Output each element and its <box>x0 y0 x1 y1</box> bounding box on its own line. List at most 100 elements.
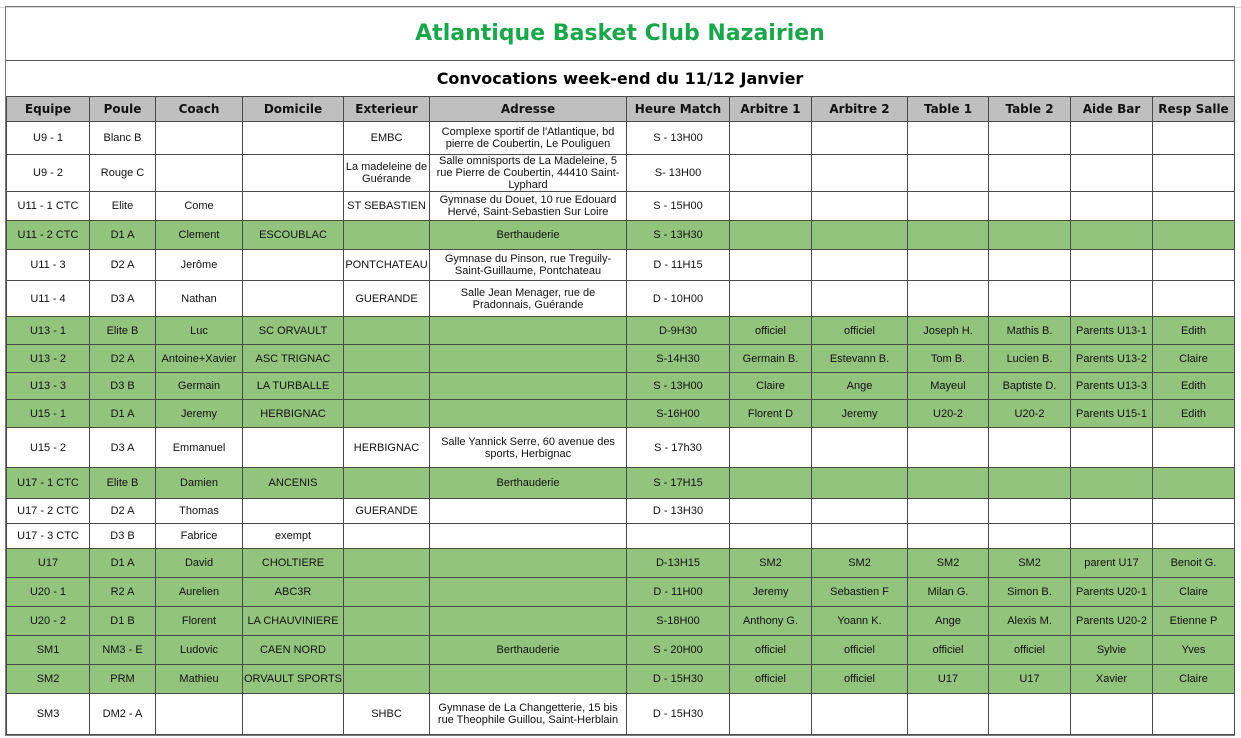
cell-coach[interactable]: Ludovic <box>155 635 243 665</box>
cell-resp-salle[interactable] <box>1152 467 1235 499</box>
cell-exterieur[interactable] <box>343 577 430 607</box>
cell-exterieur[interactable] <box>343 344 430 373</box>
cell-equipe[interactable]: U13 - 1 <box>6 316 90 345</box>
cell-equipe[interactable]: U20 - 1 <box>6 577 90 607</box>
cell-table-1[interactable] <box>907 121 989 155</box>
column-header-adresse[interactable]: Adresse <box>429 96 627 122</box>
cell-poule[interactable]: D2 A <box>89 498 156 524</box>
cell-arbitre-2[interactable] <box>811 191 908 221</box>
cell-arbitre-2[interactable]: Ange <box>811 372 908 400</box>
cell-table-1[interactable] <box>907 280 989 317</box>
cell-arbitre-1[interactable]: Anthony G. <box>729 606 812 636</box>
cell-domicile[interactable] <box>242 427 344 468</box>
cell-adresse[interactable]: Salle omnisports de La Madeleine, 5 rue … <box>429 154 627 192</box>
cell-exterieur[interactable]: EMBC <box>343 121 430 155</box>
cell-table-1[interactable] <box>907 154 989 192</box>
cell-table-2[interactable]: U17 <box>988 664 1071 694</box>
cell-arbitre-2[interactable] <box>811 498 908 524</box>
cell-equipe[interactable]: U17 - 2 CTC <box>6 498 90 524</box>
cell-adresse[interactable]: Berthauderie <box>429 635 627 665</box>
cell-exterieur[interactable]: PONTCHATEAU <box>343 249 430 281</box>
cell-poule[interactable]: D3 A <box>89 427 156 468</box>
cell-poule[interactable]: Elite B <box>89 316 156 345</box>
cell-table-1[interactable] <box>907 523 989 549</box>
cell-adresse[interactable] <box>429 548 627 578</box>
cell-domicile[interactable]: LA TURBALLE <box>242 372 344 400</box>
cell-equipe[interactable]: U11 - 4 <box>6 280 90 317</box>
cell-table-1[interactable] <box>907 498 989 524</box>
cell-arbitre-2[interactable] <box>811 693 908 735</box>
cell-table-2[interactable]: SM2 <box>988 548 1071 578</box>
cell-resp-salle[interactable] <box>1152 220 1235 250</box>
cell-adresse[interactable]: Berthauderie <box>429 220 627 250</box>
cell-poule[interactable]: D1 A <box>89 220 156 250</box>
cell-adresse[interactable] <box>429 372 627 400</box>
cell-arbitre-1[interactable] <box>729 121 812 155</box>
cell-domicile[interactable] <box>242 121 344 155</box>
cell-resp-salle[interactable] <box>1152 280 1235 317</box>
cell-domicile[interactable] <box>242 280 344 317</box>
column-header-arbitre-1[interactable]: Arbitre 1 <box>729 96 812 122</box>
cell-resp-salle[interactable]: Claire <box>1152 577 1235 607</box>
cell-arbitre-1[interactable] <box>729 249 812 281</box>
column-header-coach[interactable]: Coach <box>155 96 243 122</box>
cell-exterieur[interactable] <box>343 316 430 345</box>
cell-poule[interactable]: DM2 - A <box>89 693 156 735</box>
cell-domicile[interactable]: ESCOUBLAC <box>242 220 344 250</box>
cell-domicile[interactable]: ANCENIS <box>242 467 344 499</box>
cell-arbitre-2[interactable] <box>811 249 908 281</box>
cell-equipe[interactable]: SM2 <box>6 664 90 694</box>
cell-domicile[interactable] <box>242 249 344 281</box>
cell-equipe[interactable]: U17 - 1 CTC <box>6 467 90 499</box>
cell-exterieur[interactable]: HERBIGNAC <box>343 427 430 468</box>
cell-arbitre-1[interactable]: Jeremy <box>729 577 812 607</box>
cell-table-2[interactable] <box>988 498 1071 524</box>
cell-coach[interactable]: Fabrice <box>155 523 243 549</box>
cell-arbitre-2[interactable]: Yoann K. <box>811 606 908 636</box>
cell-aide-bar[interactable] <box>1070 427 1153 468</box>
cell-equipe[interactable]: U13 - 2 <box>6 344 90 373</box>
cell-coach[interactable]: Jeremy <box>155 399 243 428</box>
cell-heure-match[interactable] <box>626 523 730 549</box>
cell-arbitre-2[interactable]: officiel <box>811 664 908 694</box>
cell-domicile[interactable]: HERBIGNAC <box>242 399 344 428</box>
cell-table-2[interactable] <box>988 154 1071 192</box>
cell-domicile[interactable]: LA CHAUVINIERE <box>242 606 344 636</box>
cell-adresse[interactable] <box>429 498 627 524</box>
cell-heure-match[interactable]: S - 17H15 <box>626 467 730 499</box>
cell-equipe[interactable]: U17 <box>6 548 90 578</box>
cell-table-2[interactable] <box>988 249 1071 281</box>
cell-poule[interactable]: D2 A <box>89 249 156 281</box>
cell-table-1[interactable]: SM2 <box>907 548 989 578</box>
cell-domicile[interactable]: CAEN NORD <box>242 635 344 665</box>
cell-aide-bar[interactable]: Parents U20-2 <box>1070 606 1153 636</box>
cell-equipe[interactable]: U13 - 3 <box>6 372 90 400</box>
cell-table-1[interactable]: Mayeul <box>907 372 989 400</box>
cell-coach[interactable]: David <box>155 548 243 578</box>
cell-poule[interactable]: PRM <box>89 664 156 694</box>
cell-heure-match[interactable]: D - 11H00 <box>626 577 730 607</box>
cell-table-1[interactable] <box>907 249 989 281</box>
cell-poule[interactable]: D1 A <box>89 399 156 428</box>
cell-arbitre-1[interactable] <box>729 427 812 468</box>
cell-aide-bar[interactable] <box>1070 191 1153 221</box>
cell-table-2[interactable] <box>988 467 1071 499</box>
cell-table-2[interactable] <box>988 191 1071 221</box>
cell-table-2[interactable]: U20-2 <box>988 399 1071 428</box>
cell-resp-salle[interactable]: Edith <box>1152 372 1235 400</box>
cell-heure-match[interactable]: S - 13H00 <box>626 372 730 400</box>
cell-table-2[interactable] <box>988 280 1071 317</box>
cell-equipe[interactable]: SM1 <box>6 635 90 665</box>
cell-aide-bar[interactable]: parent U17 <box>1070 548 1153 578</box>
cell-heure-match[interactable]: D-9H30 <box>626 316 730 345</box>
cell-coach[interactable]: Damien <box>155 467 243 499</box>
cell-arbitre-1[interactable]: Claire <box>729 372 812 400</box>
column-header-heure-match[interactable]: Heure Match <box>626 96 730 122</box>
column-header-table-2[interactable]: Table 2 <box>988 96 1071 122</box>
cell-poule[interactable]: D2 A <box>89 344 156 373</box>
cell-resp-salle[interactable] <box>1152 121 1235 155</box>
cell-table-1[interactable]: Tom B. <box>907 344 989 373</box>
cell-adresse[interactable]: Gymnase de La Changetterie, 15 bis rue T… <box>429 693 627 735</box>
cell-exterieur[interactable] <box>343 664 430 694</box>
cell-table-1[interactable] <box>907 427 989 468</box>
